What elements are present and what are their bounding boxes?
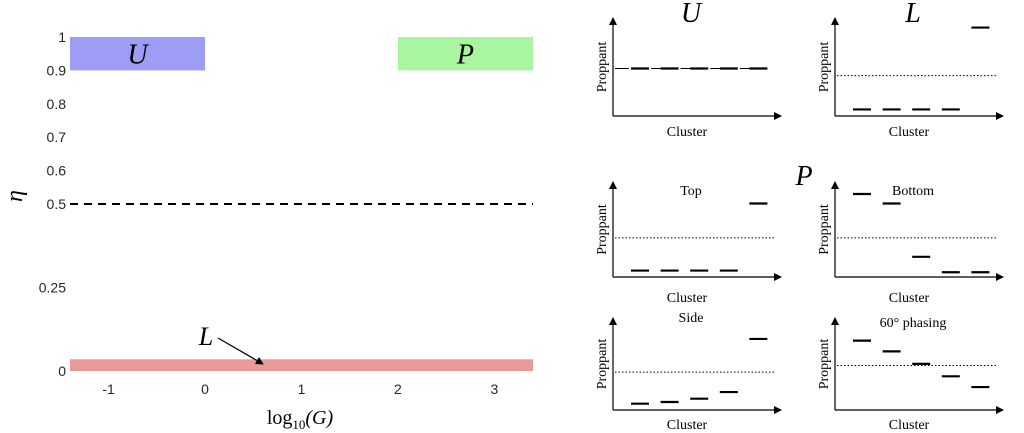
y-tick-label: 0.7 [47, 129, 67, 145]
y-tick-label: 1 [58, 29, 66, 45]
panel-title: L [904, 0, 921, 29]
x-axis-label-arg: (G) [305, 407, 333, 429]
region-u [70, 37, 206, 71]
x-tick-label: 0 [201, 381, 209, 397]
y-tick-label: 0.25 [39, 280, 66, 296]
panel-p-side: Side Proppant Cluster [595, 311, 782, 433]
panel-x-label: Cluster [667, 291, 708, 306]
annotation-arrow [217, 337, 264, 365]
panel-title: Top [680, 184, 702, 199]
panel-y-label: Proppant [817, 42, 832, 93]
region-p [397, 37, 533, 71]
y-tick-label: 0.6 [47, 163, 67, 179]
main-chart: U P L 0 0.25 0.5 0.6 0.7 0.8 0.9 1 -1 0 1 2 3 η log10(G) [2, 29, 533, 432]
y-tick-label: 0 [58, 363, 66, 379]
panel-x-label: Cluster [889, 418, 930, 433]
panel-y-label: Proppant [595, 204, 610, 255]
panel-p-top: Top Proppant Cluster [595, 181, 782, 306]
y-tick-label: 0.9 [47, 62, 67, 78]
panel-p-phasing: 60° phasing Proppant Cluster [817, 316, 1004, 433]
panel-u: U Proppant Cluster [595, 0, 782, 140]
y-tick-label: 0.8 [47, 96, 67, 112]
panel-x-label: Cluster [889, 291, 930, 306]
group-label-p: P [794, 161, 812, 192]
x-axis-label: log10(G) [267, 407, 334, 432]
panel-title: Bottom [892, 184, 934, 199]
x-axis-label-base: log [267, 407, 293, 429]
panel-y-label: Proppant [817, 339, 832, 390]
y-tick-label: 0.5 [47, 196, 67, 212]
panel-x-label: Cluster [667, 418, 708, 433]
panel-y-label: Proppant [595, 42, 610, 93]
panel-x-label: Cluster [667, 125, 708, 140]
panel-p-bottom: Bottom Proppant Cluster [817, 181, 1004, 306]
region-label-u: U [127, 40, 149, 71]
x-tick-label: 3 [491, 381, 499, 397]
region-l [70, 359, 533, 371]
x-axis-label-subscript: 10 [292, 417, 305, 432]
panel-title: U [681, 0, 703, 29]
x-tick-label: 2 [394, 381, 402, 397]
panel-y-label: Proppant [817, 204, 832, 255]
panel-l: L Proppant Cluster [817, 0, 1004, 140]
y-axis-label: η [2, 190, 28, 202]
region-label-p: P [456, 40, 474, 71]
annotation-label: L [198, 322, 213, 351]
panel-title: Side [679, 311, 704, 326]
panel-y-label: Proppant [595, 339, 610, 390]
panel-title: 60° phasing [880, 316, 947, 331]
panel-x-label: Cluster [889, 125, 930, 140]
x-tick-label: 1 [298, 381, 306, 397]
x-tick-label: -1 [102, 381, 115, 397]
